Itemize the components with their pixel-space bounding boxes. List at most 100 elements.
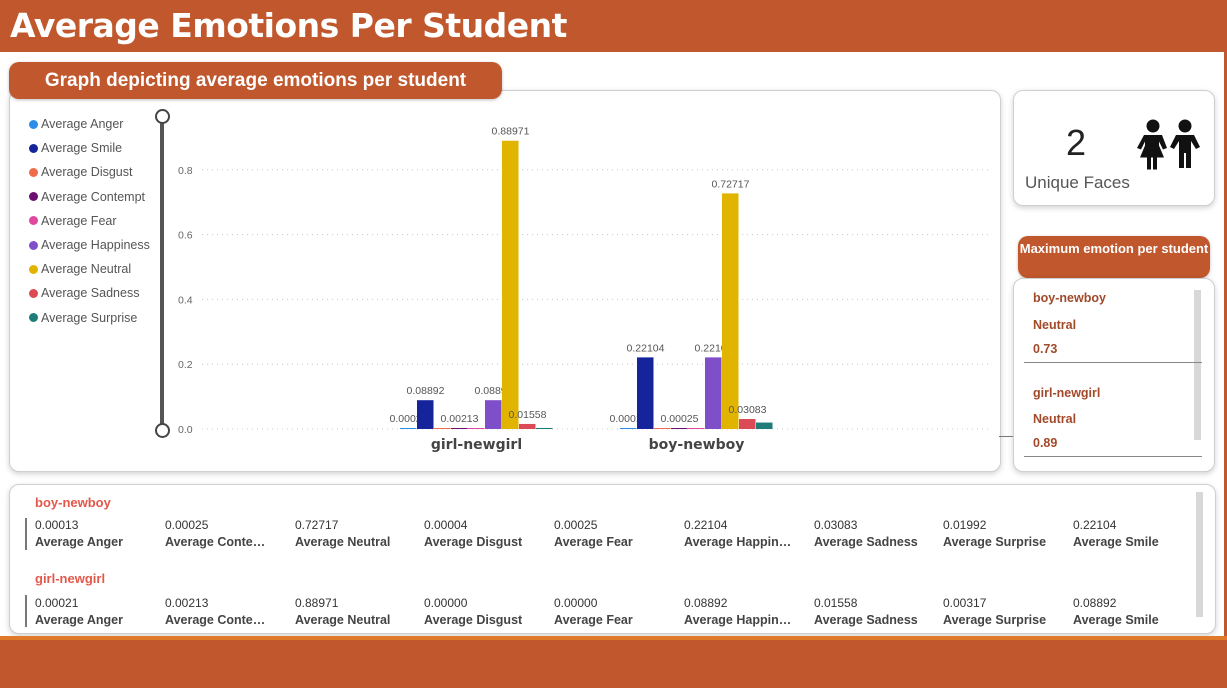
y-tick-label: 0.0 [178,424,193,436]
legend-item[interactable]: Average Fear [29,209,150,233]
cell-value: 0.00021 [35,596,79,610]
data-label: 0.00213 [441,413,479,425]
cell-label: Average Happin… [684,613,792,627]
data-label: 0.72717 [712,178,750,190]
table-cell: 0.00004 Average Disgust [424,518,544,549]
legend-item[interactable]: Average Anger [29,112,150,136]
cell-value: 0.08892 [1073,596,1117,610]
cell-label: Average Fear [554,613,633,627]
bar[interactable] [400,428,417,429]
group-title: boy-newboy [35,495,111,510]
legend-item[interactable]: Average Disgust [29,160,150,184]
bar[interactable] [654,428,671,429]
max-entry-divider [1024,456,1202,457]
bar[interactable] [417,400,434,429]
bar[interactable] [688,428,705,429]
cell-label: Average Smile [1073,613,1159,627]
bar[interactable] [739,419,756,429]
max-emotion-scrollbar[interactable] [1194,290,1201,440]
range-slider-bottom-handle[interactable] [155,423,170,438]
data-label: 0.01558 [509,409,547,421]
cell-label: Average Conte… [165,613,266,627]
cell-label: Average Happin… [684,535,792,549]
cell-value: 0.22104 [1073,518,1117,532]
table-cell: 0.72717 Average Neutral [295,518,415,549]
legend-swatch [29,240,38,250]
legend-item[interactable]: Average Happiness [29,233,150,257]
data-label: 0.08892 [407,385,445,397]
range-slider-top-handle[interactable] [155,109,170,124]
max-entry-divider [1024,362,1202,363]
bar[interactable] [705,357,722,429]
table-cell: 0.00000 Average Fear [554,596,674,627]
table-scrollbar[interactable] [1196,492,1203,617]
legend-label: Average Disgust [41,165,133,180]
cell-value: 0.72717 [295,518,339,532]
cell-value: 0.03083 [814,518,858,532]
cell-value: 0.01992 [943,518,987,532]
bar[interactable] [671,428,688,429]
bar[interactable] [519,423,536,429]
cell-value: 0.08892 [684,596,728,610]
data-label: 0.03083 [729,404,767,416]
group-title: girl-newgirl [35,571,106,586]
bar-chart[interactable]: 0.00.20.40.60.80.000210.088920.002130.08… [170,110,990,460]
bar[interactable] [637,357,654,429]
table-cell: 0.88971 Average Neutral [295,596,415,627]
bar[interactable] [722,193,739,429]
right-edge-bar [1224,52,1227,642]
table-cell: 0.22104 Average Smile [1073,518,1193,549]
legend-label: Average Fear [41,213,117,228]
legend-swatch [29,216,38,226]
table-cell: 0.08892 Average Smile [1073,596,1193,627]
bar[interactable] [451,428,468,429]
max-entry-emotion: Neutral [1033,318,1077,332]
bar[interactable] [620,428,637,429]
cell-value: 0.00317 [943,596,987,610]
kpi-label: Unique Faces [1025,173,1130,192]
legend-label: Average Happiness [41,238,150,253]
x-category-label: boy-newboy [649,437,745,453]
multi-row-card [9,484,1216,634]
legend-label: Average Neutral [41,262,132,277]
max-entry-emotion: Neutral [1033,412,1077,426]
cell-value: 0.00025 [165,518,209,532]
table-cell: 0.00013 Average Anger [35,518,155,549]
legend-swatch [29,313,38,323]
bar[interactable] [502,140,519,430]
legend-item[interactable]: Average Surprise [29,306,150,330]
data-label: 0.00025 [661,413,699,425]
cell-label: Average Surprise [943,613,1047,627]
cell-label: Average Anger [35,613,123,627]
data-label: 0.22104 [627,342,665,354]
bar[interactable] [756,422,773,429]
table-cell: 0.00021 Average Anger [35,596,155,627]
x-category-label: girl-newgirl [431,437,522,453]
bar[interactable] [536,427,553,429]
footer-bar [0,636,1227,688]
data-label: 0.88971 [492,126,530,138]
y-tick-label: 0.8 [178,165,193,177]
table-cell: 0.00213 Average Conte… [165,596,285,627]
table-cell: 0.08892 Average Happin… [684,596,804,627]
page-title: Average Emotions Per Student [10,6,567,45]
chart-legend: Average Anger Average Smile Average Disg… [29,112,150,330]
y-tick-label: 0.6 [178,230,193,242]
cell-value: 0.00025 [554,518,598,532]
header-divider [0,52,1227,54]
bar[interactable] [434,428,451,429]
legend-item[interactable]: Average Sadness [29,281,150,305]
bar[interactable] [485,400,502,429]
legend-item[interactable]: Average Smile [29,136,150,160]
legend-swatch [29,192,38,202]
range-slider-track[interactable] [160,117,164,429]
legend-item[interactable]: Average Contempt [29,185,150,209]
cell-value: 0.88971 [295,596,339,610]
table-cell: 0.01992 Average Surprise [943,518,1063,549]
bar[interactable] [468,428,485,429]
header-bar [0,0,1227,52]
cell-label: Average Disgust [424,535,523,549]
legend-item[interactable]: Average Neutral [29,257,150,281]
max-entry-student: girl-newgirl [1033,386,1101,400]
cell-value: 0.00013 [35,518,79,532]
